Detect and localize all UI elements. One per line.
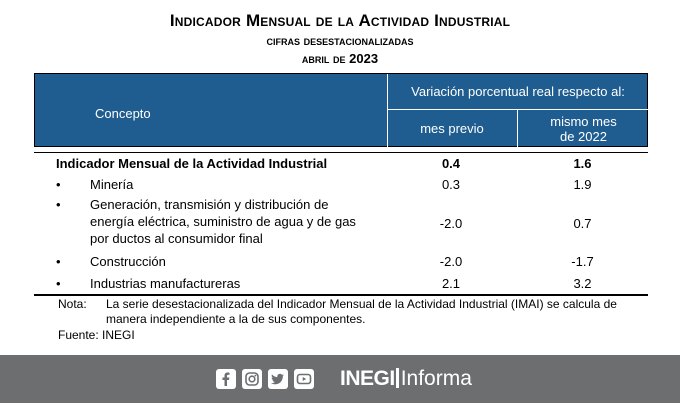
- row-year: 1.6: [573, 156, 592, 171]
- title-line-3: abril de 2023: [301, 51, 379, 66]
- instagram-icon[interactable]: [242, 369, 262, 389]
- note-label: Nota:: [58, 297, 87, 311]
- footer-bar: INEGI Informa: [0, 355, 680, 403]
- bullet-icon: •: [56, 177, 61, 192]
- header-same-month-line1: mismo mes: [550, 113, 617, 129]
- header-divider: [387, 109, 649, 110]
- title-line-2: cifras desestacionalizadas: [266, 33, 414, 48]
- bullet-icon: •: [56, 276, 61, 291]
- row-label-line: por ductos al consumidor final: [90, 231, 263, 246]
- report-title: Indicador Mensual de la Actividad Indust…: [0, 10, 680, 68]
- header-concept: Concepto: [95, 106, 151, 121]
- row-year: -1.7: [571, 254, 594, 269]
- table-row: • Construcción -2.0 -1.7: [34, 252, 648, 272]
- row-label: Construcción: [90, 254, 166, 269]
- table-header: Concepto Variación porcentual real respe…: [34, 73, 649, 148]
- row-label: Indicador Mensual de la Actividad Indust…: [56, 156, 328, 171]
- row-prev: 0.4: [441, 156, 461, 171]
- twitter-icon[interactable]: [268, 369, 288, 389]
- row-year: 3.2: [573, 276, 592, 291]
- row-label-line: Generación, transmisión y distribución d…: [90, 197, 329, 212]
- inegi-informa-logo: INEGI Informa: [340, 366, 472, 392]
- row-year: 0.7: [573, 216, 592, 231]
- title-line-1: Indicador Mensual de la Actividad Indust…: [169, 11, 511, 30]
- header-divider: [517, 109, 518, 148]
- header-same-month: mismo mes de 2022: [518, 109, 649, 148]
- table-row: Indicador Mensual de la Actividad Indust…: [34, 153, 648, 175]
- header-divider: [387, 74, 388, 148]
- header-prev-month: mes previo: [420, 121, 484, 136]
- bullet-icon: •: [56, 197, 61, 212]
- row-label-line: energía eléctrica, suministro de agua y …: [90, 214, 356, 229]
- header-variation: Variación porcentual real respecto al:: [411, 84, 625, 99]
- bullet-icon: •: [56, 254, 61, 269]
- row-prev: 2.1: [441, 276, 461, 291]
- row-label: Minería: [90, 177, 134, 192]
- row-label: Industrias manufactureras: [90, 276, 241, 291]
- table-row: • Generación, transmisión y distribución…: [34, 196, 648, 250]
- table-row: • Minería 0.3 1.9: [34, 175, 648, 195]
- row-prev: 0.3: [441, 177, 461, 192]
- source: Fuente: INEGI: [58, 328, 135, 342]
- table-row: • Industrias manufactureras 2.1 3.2: [34, 274, 648, 294]
- row-prev: -2.0: [439, 254, 463, 269]
- social-icons: [216, 369, 314, 389]
- header-same-month-line2: de 2022: [559, 128, 607, 144]
- table-rule: [34, 152, 648, 153]
- table-rule: [34, 294, 648, 296]
- brand-divider: [395, 368, 399, 388]
- facebook-icon[interactable]: [216, 369, 236, 389]
- brand-bold: INEGI: [340, 367, 395, 390]
- row-year: 1.9: [573, 177, 592, 192]
- brand-light: Informa: [400, 367, 472, 390]
- youtube-icon[interactable]: [294, 369, 314, 389]
- note-text: La serie desestacionalizada del Indicado…: [106, 297, 617, 326]
- row-prev: -2.0: [439, 216, 463, 231]
- row-label: Generación, transmisión y distribución d…: [90, 196, 356, 247]
